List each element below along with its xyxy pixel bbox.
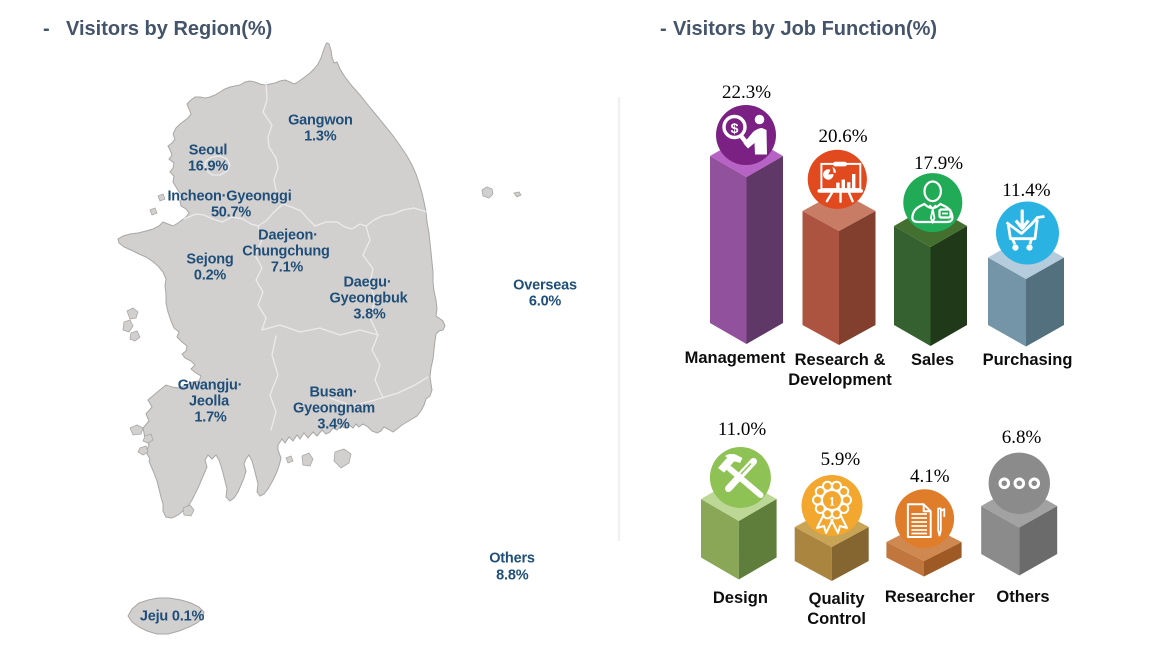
svg-text:$: $ [731,120,739,136]
svg-text:1: 1 [829,494,836,509]
